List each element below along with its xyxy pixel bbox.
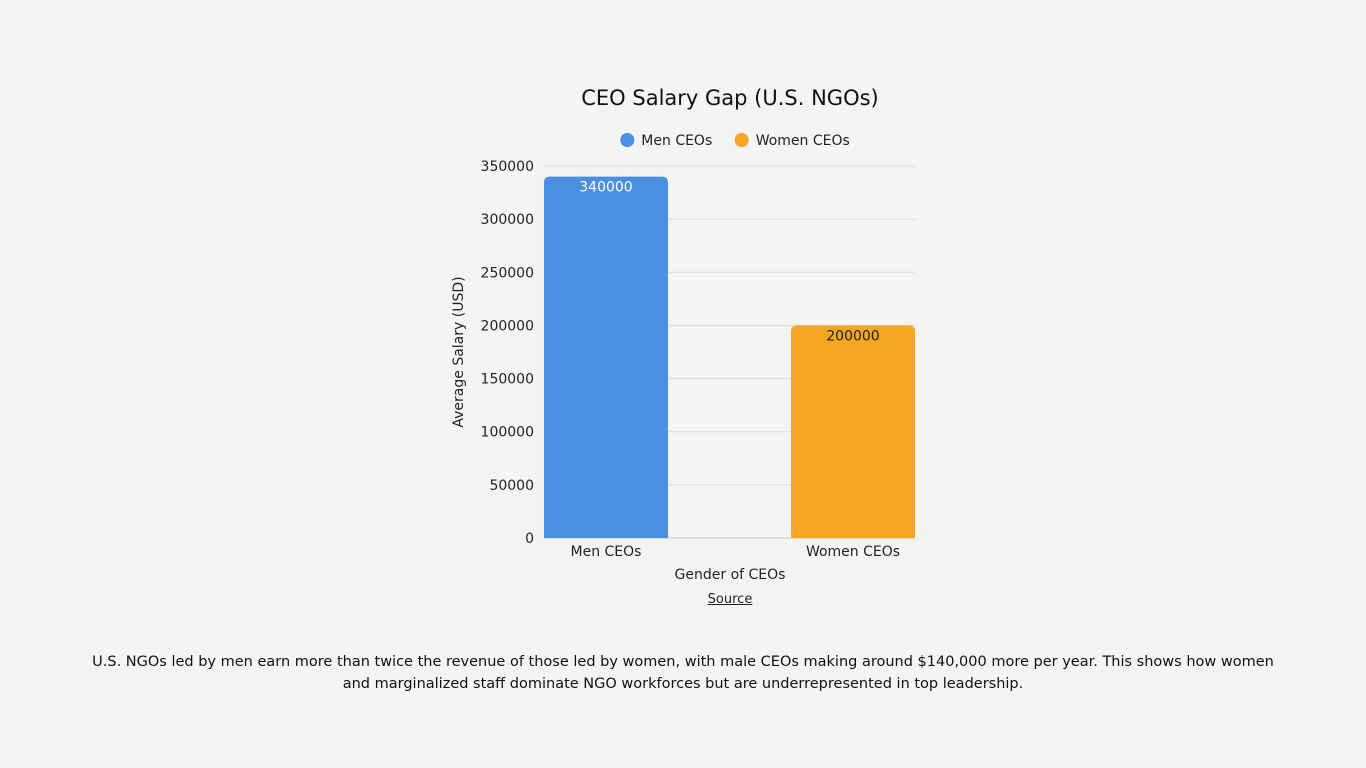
y-axis-label: Average Salary (USD) bbox=[451, 276, 467, 427]
legend-swatch bbox=[734, 133, 749, 147]
y-tick-label: 150000 bbox=[481, 372, 534, 388]
source-link[interactable]: Source bbox=[707, 592, 753, 607]
bar-men-ceos bbox=[544, 176, 668, 538]
y-tick-label: 250000 bbox=[481, 265, 534, 281]
x-tick-label: Women CEOs bbox=[806, 544, 900, 560]
data-label: 200000 bbox=[826, 328, 879, 344]
data-label: 340000 bbox=[579, 180, 632, 196]
legend-label: Women CEOs bbox=[756, 133, 850, 149]
chart-caption: U.S. NGOs led by men earn more than twic… bbox=[92, 654, 1274, 692]
y-tick-label: 100000 bbox=[481, 425, 534, 441]
chart-legend: Men CEOs Women CEOs bbox=[620, 133, 850, 149]
y-tick-label: 0 bbox=[525, 531, 534, 547]
legend-swatch bbox=[620, 133, 635, 147]
x-axis-label: Gender of CEOs bbox=[675, 567, 786, 583]
y-axis-ticks: 0 50000 100000 150000 200000 250000 300000 3500… bbox=[481, 159, 534, 547]
y-tick-label: 200000 bbox=[481, 318, 534, 334]
x-axis-ticks: Men CEOs Women CEOs bbox=[571, 544, 901, 560]
y-tick-label: 50000 bbox=[489, 478, 534, 494]
legend-label: Men CEOs bbox=[641, 133, 712, 149]
chart-bars: 340000 200000 bbox=[544, 176, 915, 538]
bar-women-ceos bbox=[791, 325, 915, 538]
y-tick-label: 300000 bbox=[481, 212, 534, 228]
chart-title: CEO Salary Gap (U.S. NGOs) bbox=[581, 86, 879, 110]
x-tick-label: Men CEOs bbox=[571, 544, 642, 560]
y-tick-label: 350000 bbox=[481, 159, 534, 175]
